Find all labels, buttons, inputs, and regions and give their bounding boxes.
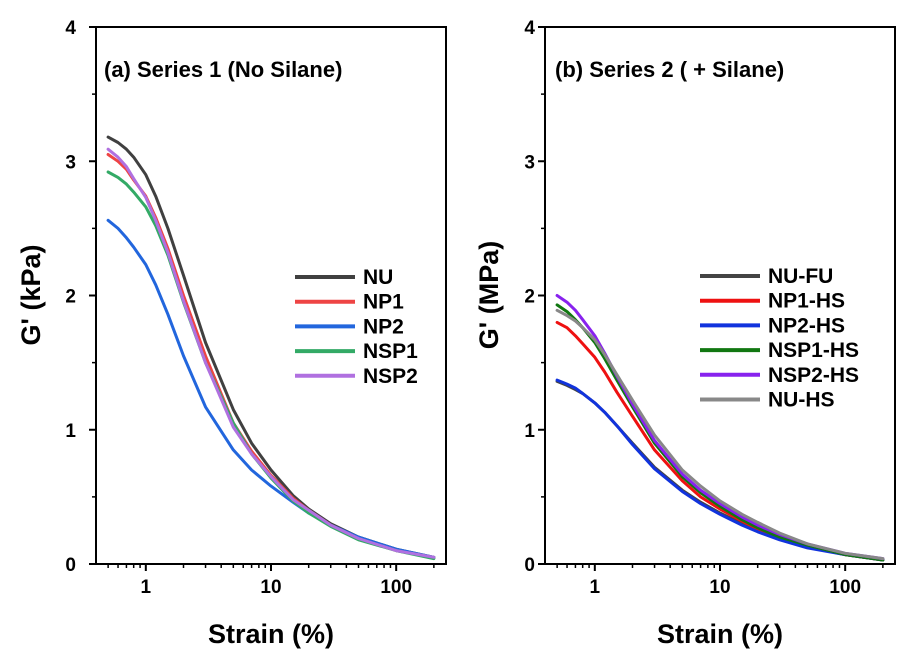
legend-label: NSP2-HS bbox=[768, 364, 859, 387]
panel-a: 1 10 100 0 1 2 3 4 (a) Series 1 (No Silane) Str… bbox=[16, 18, 447, 649]
legend-label: NSP2 bbox=[363, 365, 418, 388]
y-tick-label: 2 bbox=[65, 287, 76, 308]
x-tick-label: 100 bbox=[829, 577, 861, 598]
x-axis-title: Strain (%) bbox=[657, 619, 783, 649]
y-tick-label: 4 bbox=[524, 18, 535, 39]
x-tick-label: 10 bbox=[709, 577, 730, 598]
series-lines bbox=[106, 135, 436, 561]
x-tick-label: 10 bbox=[260, 577, 281, 598]
series-lines bbox=[555, 294, 885, 562]
panel-title: (b) Series 2 ( + Silane) bbox=[555, 57, 784, 82]
axis-ticks: 1 10 100 0 1 2 3 4 bbox=[524, 18, 884, 598]
panel-title: (a) Series 1 (No Silane) bbox=[104, 57, 342, 82]
legend-label: NP1 bbox=[363, 291, 404, 314]
legend-label: NP1-HS bbox=[768, 290, 845, 313]
legend-label: NP2 bbox=[363, 315, 404, 338]
series-line bbox=[555, 308, 885, 561]
x-axis-title: Strain (%) bbox=[208, 619, 334, 649]
legend-label: NU-HS bbox=[768, 389, 835, 412]
y-tick-label: 1 bbox=[65, 421, 76, 442]
legend-label: NU-FU bbox=[768, 265, 833, 288]
legend-label: NSP1 bbox=[363, 340, 418, 363]
x-tick-label: 100 bbox=[380, 577, 412, 598]
y-tick-label: 0 bbox=[524, 555, 535, 576]
legend-label: NP2-HS bbox=[768, 314, 845, 337]
y-tick-label: 2 bbox=[524, 287, 535, 308]
y-tick-label: 1 bbox=[524, 421, 535, 442]
series-line bbox=[555, 378, 885, 562]
y-tick-label: 3 bbox=[524, 152, 535, 173]
y-tick-label: 3 bbox=[65, 152, 76, 173]
y-tick-label: 0 bbox=[65, 555, 76, 576]
y-axis-title: G' (MPa) bbox=[474, 241, 504, 349]
x-tick-label: 1 bbox=[141, 577, 152, 598]
series-line bbox=[106, 147, 436, 559]
legend-label: NSP1-HS bbox=[768, 339, 859, 362]
axis-ticks: 1 10 100 0 1 2 3 4 bbox=[65, 18, 435, 598]
legend-label: NU bbox=[363, 266, 393, 289]
panel-b: 1 10 100 0 1 2 3 4 (b) Series 2 ( + Silane) Str… bbox=[474, 18, 896, 649]
y-axis-title: G' (kPa) bbox=[16, 245, 46, 346]
x-tick-label: 1 bbox=[590, 577, 601, 598]
y-tick-label: 4 bbox=[65, 18, 76, 39]
